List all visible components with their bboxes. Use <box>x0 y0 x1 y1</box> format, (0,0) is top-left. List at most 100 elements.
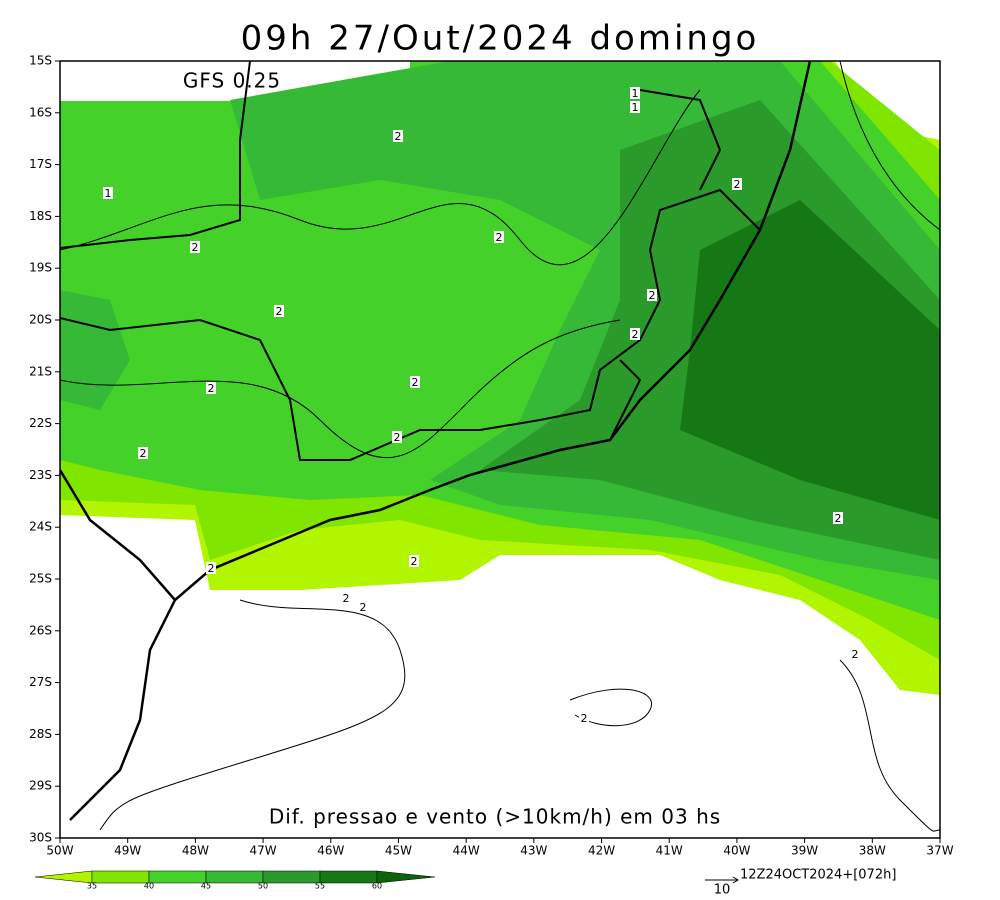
colorbar-segment <box>148 870 207 884</box>
lat-label: 29S <box>29 779 52 793</box>
contour-label-box <box>647 289 657 301</box>
lon-label: 49W <box>114 844 141 858</box>
model-label: GFS 0.25 <box>183 69 281 93</box>
contour-label-box <box>393 130 403 142</box>
contour-label-box <box>850 648 860 660</box>
lat-label: 19S <box>29 261 52 275</box>
contour-label: 2 <box>343 592 350 605</box>
colorbar-segment <box>205 870 264 884</box>
lon-label: 48W <box>182 844 209 858</box>
border <box>60 188 761 461</box>
lat-label: 17S <box>29 157 52 171</box>
lon-label: 45W <box>385 844 412 858</box>
contour-label-box <box>206 562 216 574</box>
contour-label: 2 <box>852 648 859 661</box>
lat-label: 21S <box>29 364 52 378</box>
contour-label-box <box>630 101 640 113</box>
contour-label: 2 <box>632 328 639 341</box>
contour-label-box <box>103 187 113 199</box>
colorbar-segment <box>319 870 378 884</box>
colorbar-segment <box>34 870 93 884</box>
contour-label: 2 <box>208 562 215 575</box>
contour-label-box <box>410 376 420 388</box>
lat-label: 25S <box>29 572 52 586</box>
contour-label-box <box>494 231 504 243</box>
lat-label: 20S <box>29 313 52 327</box>
contour-label-box <box>833 512 843 524</box>
lat-label: 22S <box>29 416 52 430</box>
reference-vector-label: 10 <box>714 883 731 898</box>
lon-label: 37W <box>926 844 953 858</box>
contour-label: 2 <box>140 447 147 460</box>
contour-label: 2 <box>208 382 215 395</box>
lon-label: 38W <box>859 844 886 858</box>
lat-label: 30S <box>29 831 52 845</box>
lon-label: 39W <box>791 844 818 858</box>
colorbar-label: 60 <box>372 882 382 891</box>
colorbar-segment <box>262 870 321 884</box>
contour-label-box <box>138 447 148 459</box>
contour-label-box <box>630 328 640 340</box>
shade-50 <box>60 290 130 410</box>
border <box>639 89 722 191</box>
lon-label: 41W <box>656 844 683 858</box>
lat-label: 28S <box>29 727 52 741</box>
contour-label: 2 <box>581 712 588 725</box>
colorbar-label: 45 <box>201 882 211 891</box>
lat-label: 26S <box>29 623 52 637</box>
contour-label-box <box>409 555 419 567</box>
contour-label: 2 <box>412 376 419 389</box>
border <box>609 359 642 441</box>
contour <box>839 61 940 231</box>
coastline <box>69 599 177 821</box>
lat-label: 27S <box>29 675 52 689</box>
run-label: 12Z24OCT2024+[072h] <box>740 868 896 883</box>
colorbar-label: 35 <box>87 882 97 891</box>
contour-label-box <box>732 178 742 190</box>
contour <box>60 89 701 266</box>
lon-label: 50W <box>46 844 73 858</box>
shade-60 <box>680 200 940 520</box>
contour-label-box <box>392 431 402 443</box>
contour-label: 2 <box>411 555 418 568</box>
contour-label: 2 <box>394 431 401 444</box>
title: 09h 27/Out/2024 domingo <box>241 19 760 59</box>
contour-label: 2 <box>649 289 656 302</box>
contour-label-box <box>630 87 640 99</box>
contour-label: 1 <box>105 187 112 200</box>
colorbar-label: 55 <box>315 882 325 891</box>
contour <box>60 319 621 459</box>
contour-label: 2 <box>276 305 283 318</box>
lon-label: 44W <box>453 844 480 858</box>
caption: Dif. pressao e vento (>10km/h) em 03 hs <box>269 805 721 829</box>
lat-label: 23S <box>29 468 52 482</box>
shading <box>60 61 940 832</box>
lat-label: 24S <box>29 520 52 534</box>
lon-label: 40W <box>723 844 750 858</box>
border <box>60 61 251 249</box>
contour-label-box <box>206 382 216 394</box>
lon-label: 42W <box>588 844 615 858</box>
contour-label: 2 <box>395 130 402 143</box>
lat-label: 16S <box>29 105 52 119</box>
contour-label: 1 <box>632 101 639 114</box>
contour-label-box <box>190 241 200 253</box>
contour <box>569 688 653 727</box>
contour-label-box <box>579 712 589 724</box>
contour-label: 2 <box>192 241 199 254</box>
map-frame <box>59 60 941 839</box>
contour-label: 2 <box>835 512 842 525</box>
lon-label: 43W <box>520 844 547 858</box>
contour <box>99 599 406 831</box>
colorbar-label: 40 <box>144 882 154 891</box>
reference-arrow-head <box>732 876 739 884</box>
contour-label: 1 <box>632 87 639 100</box>
lat-label: 18S <box>29 209 52 223</box>
contour-label: 2 <box>496 231 503 244</box>
lon-label: 46W <box>317 844 344 858</box>
colorbar <box>34 870 436 884</box>
lat-label: 15S <box>29 54 52 68</box>
contour-label: 2 <box>360 601 367 614</box>
contour <box>839 659 940 832</box>
